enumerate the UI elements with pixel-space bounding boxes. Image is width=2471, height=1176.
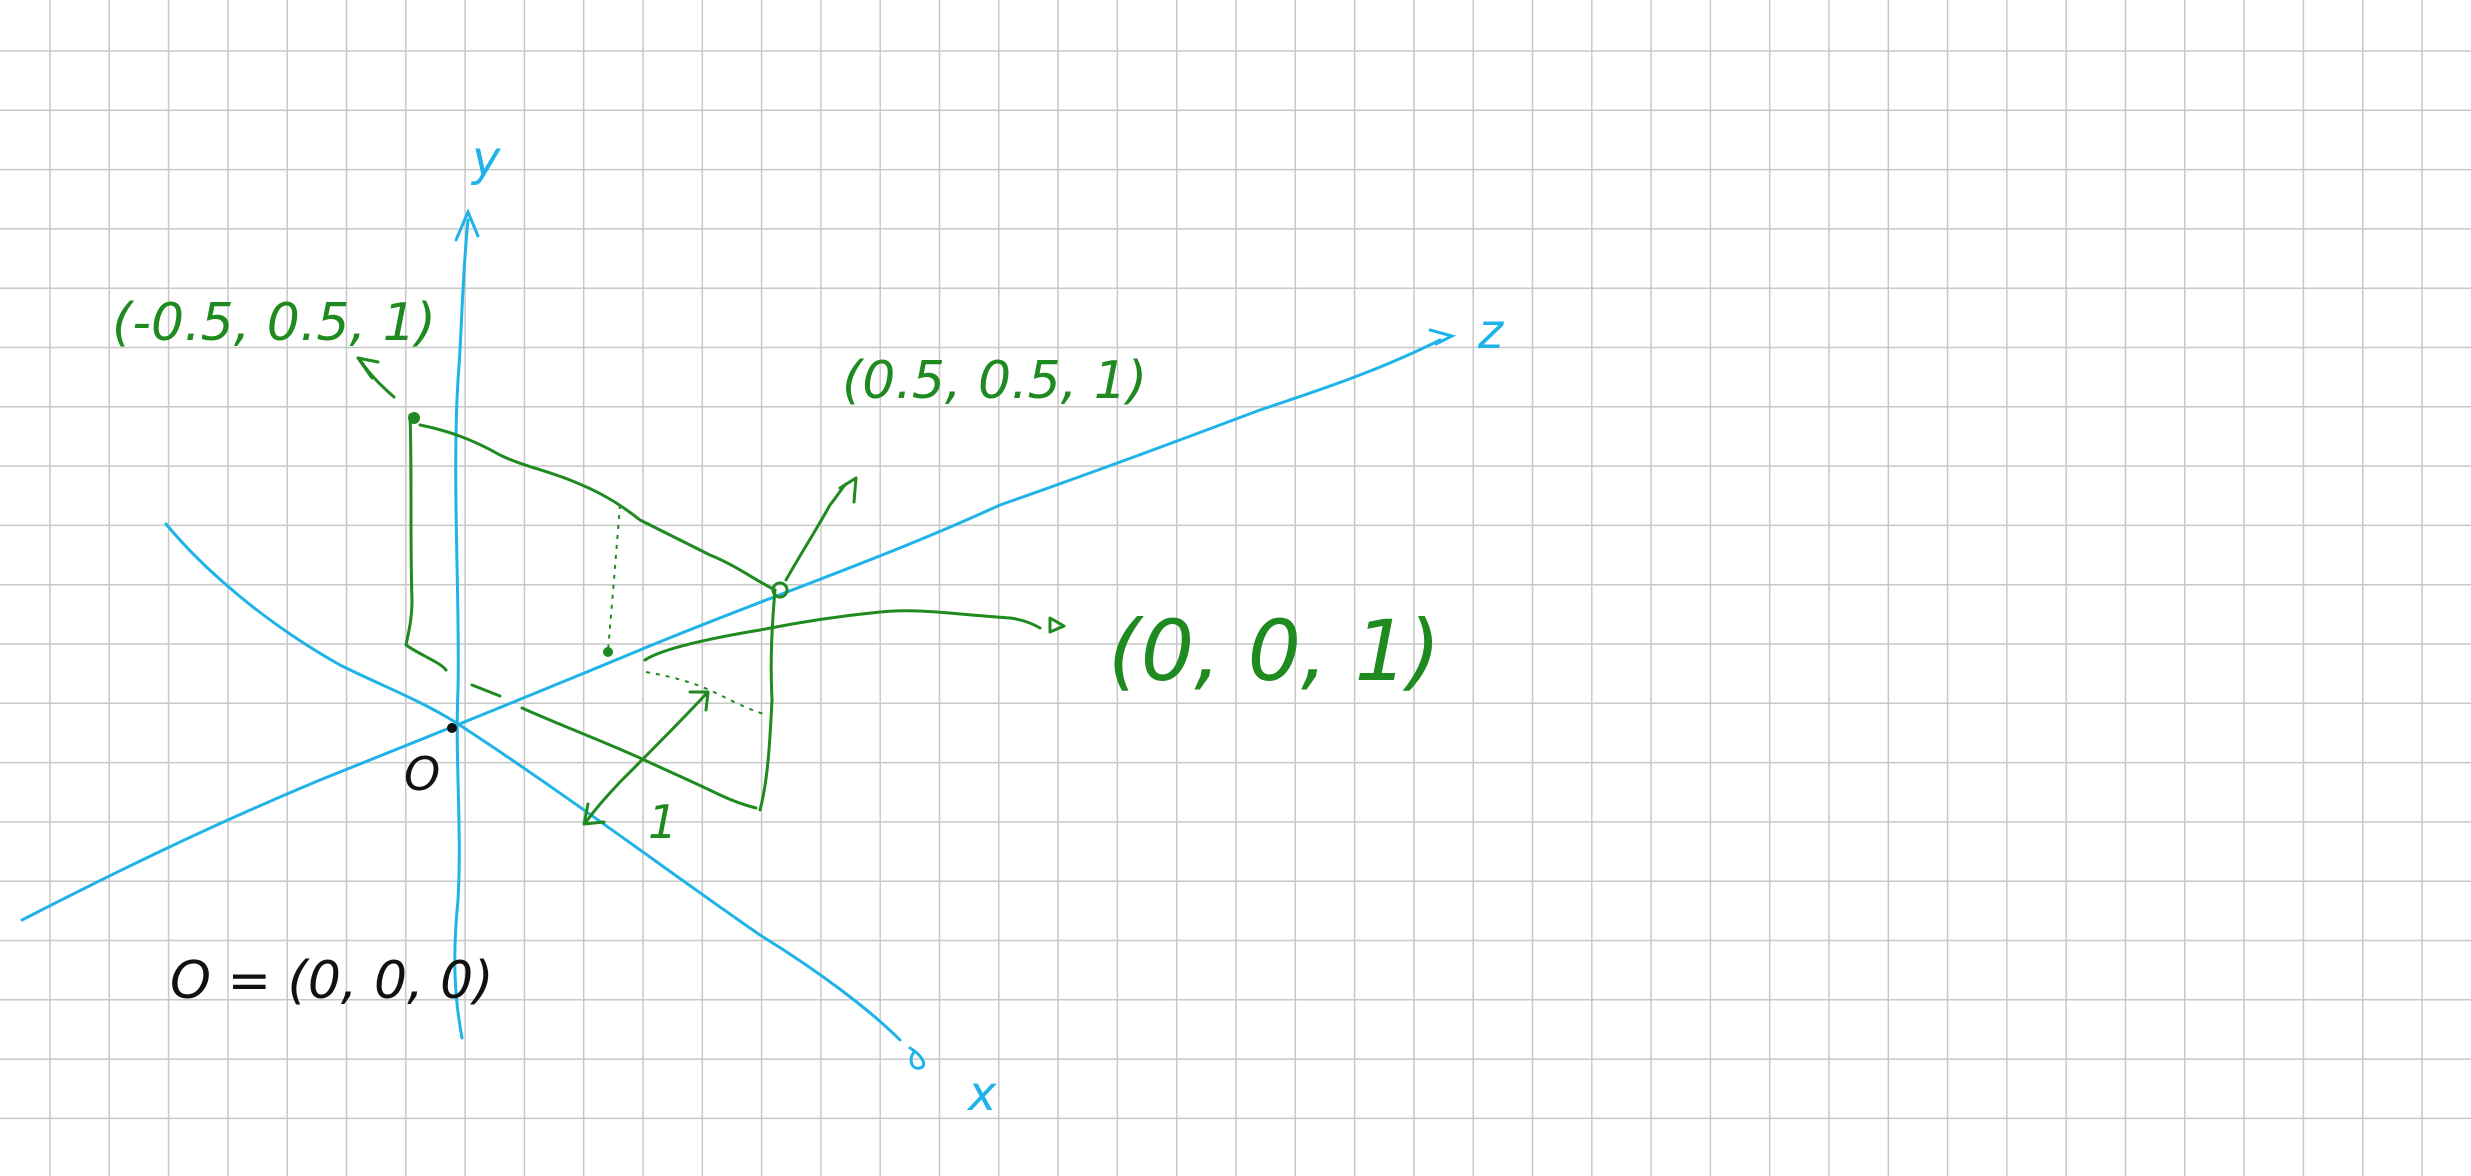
label-point-center: (0, 0, 1)	[1108, 602, 1441, 700]
y-axis	[453, 218, 470, 1040]
x-axis-arrowhead	[908, 1046, 926, 1070]
point-left	[408, 412, 420, 424]
dotted-guide-vertical	[607, 504, 621, 651]
label-point-left: (-0.5, 0.5, 1)	[112, 293, 436, 353]
center-pointer-head	[1048, 616, 1066, 634]
right-pointer-arrow	[784, 482, 848, 582]
right-pointer-arrowhead	[838, 476, 858, 504]
label-origin: O	[404, 747, 440, 801]
x-axis-label: x	[966, 1066, 997, 1122]
center-pointer-line	[643, 609, 1042, 662]
unit-arrow-head-bottom	[582, 802, 606, 826]
unit-arrow-head-top	[688, 690, 710, 712]
right-vertical-edge	[758, 588, 777, 812]
top-edge	[418, 423, 777, 592]
left-vertical-edge	[404, 413, 448, 672]
y-axis-arrowhead	[454, 208, 480, 242]
point-right	[771, 581, 789, 599]
annotation-drawing	[356, 356, 1066, 826]
label-origin-definition: O = (0, 0, 0)	[170, 951, 494, 1011]
coordinate-axes	[20, 208, 1457, 1070]
left-pointer-arrowhead	[356, 356, 380, 380]
origin-point	[447, 723, 457, 733]
z-axis	[20, 338, 1442, 922]
label-point-right: (0.5, 0.5, 1)	[842, 351, 1147, 411]
label-unit-length: 1	[648, 795, 677, 849]
unit-length-arrow	[584, 692, 708, 824]
x-axis	[164, 522, 902, 1042]
bottom-edge	[470, 683, 758, 810]
point-center	[603, 647, 613, 657]
y-axis-label: y	[470, 131, 501, 187]
z-axis-arrowhead	[1428, 328, 1457, 346]
z-axis-label: z	[1477, 304, 1505, 360]
